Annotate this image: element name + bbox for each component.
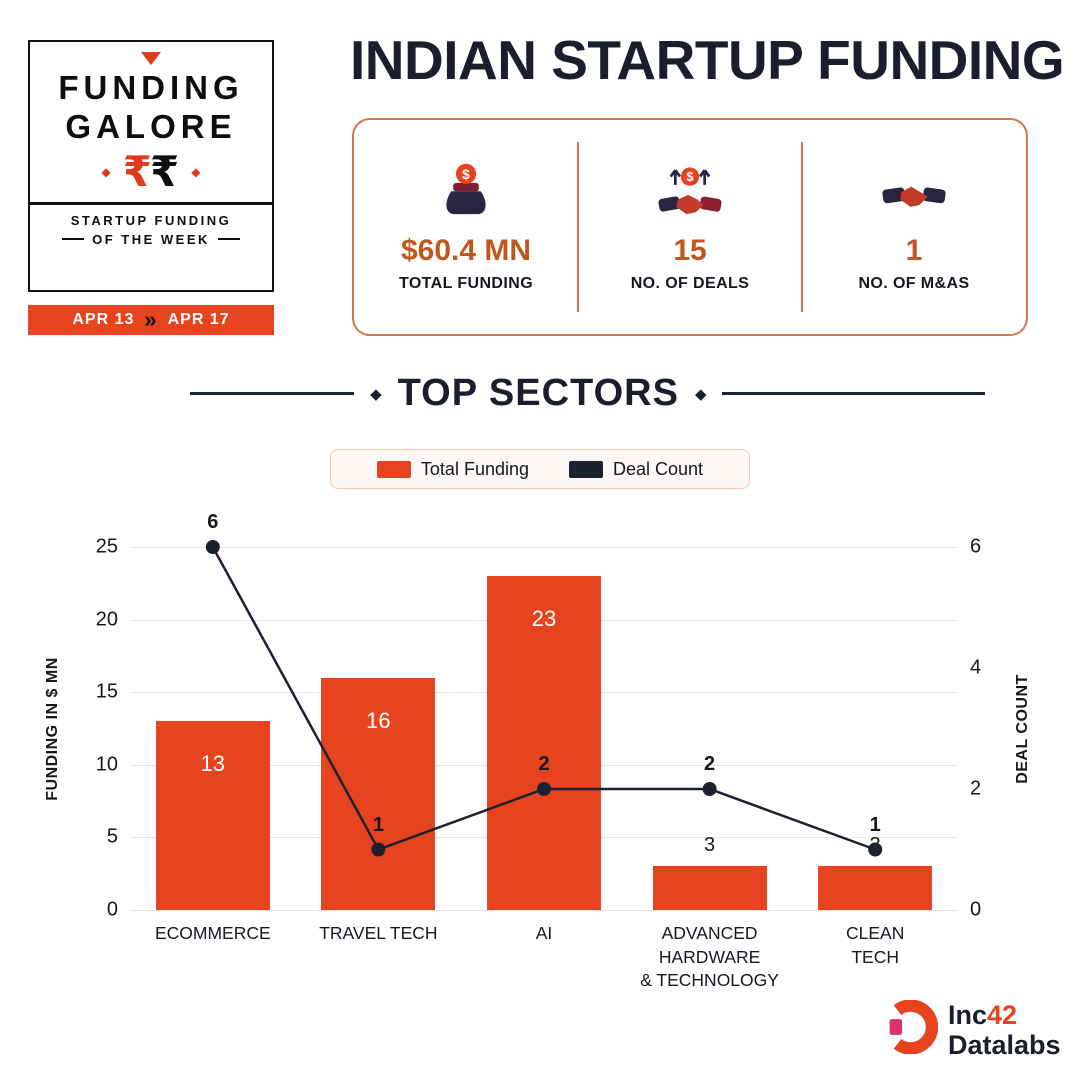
category-label: TRAVEL TECH	[319, 923, 438, 943]
date-range-banner: APR 13 » APR 17	[28, 305, 274, 335]
diamond-icon: ◆	[101, 164, 111, 179]
dash-decoration	[62, 238, 85, 241]
brand-text: Inc42 Datalabs	[948, 1000, 1061, 1060]
triangle-down-icon	[141, 52, 161, 65]
legend-swatch	[376, 460, 411, 478]
line-point-label: 2	[704, 753, 716, 775]
double-chevron-icon: »	[144, 307, 158, 332]
rupee-icon: ₹	[122, 147, 152, 195]
stat-value: $60.4 MN	[400, 234, 532, 267]
funding-bar	[818, 866, 933, 910]
page-title: INDIAN STARTUP FUNDING	[350, 29, 1065, 91]
line-point-label: 1	[869, 813, 881, 836]
brand-prefix: Inc	[948, 1000, 988, 1030]
brand-suffix: Datalabs	[948, 1030, 1061, 1061]
y-axis-tick-label: 10	[95, 753, 118, 776]
inc42-mark-icon	[889, 1000, 938, 1054]
left-tick-labels: 0 5 10 15 20 25	[78, 536, 118, 921]
bar-value-label: 16	[366, 707, 391, 733]
line-point-label: 6	[207, 511, 219, 533]
legend-swatch	[569, 460, 603, 478]
right-axis-title: DEAL COUNT	[1014, 673, 1031, 784]
gridline	[130, 547, 958, 548]
right-axis-tick-label: 0	[970, 898, 982, 921]
deal-count-line	[205, 540, 883, 857]
bar-value-label: 23	[531, 606, 557, 632]
deals-handshake-icon: $	[658, 167, 722, 215]
mna-handshake-icon	[882, 186, 946, 207]
bar-value-label: 3	[704, 834, 716, 857]
stat-label: NO. OF M&AS	[858, 275, 970, 292]
diamond-icon: ◆	[191, 164, 201, 179]
rupee-icon: ₹	[150, 147, 180, 195]
heading-line	[722, 392, 985, 395]
line-point-label: 2	[538, 753, 550, 775]
right-tick-labels: 0 2 4 6	[970, 536, 1010, 921]
y-axis-tick-label: 0	[106, 898, 118, 921]
funding-bar	[321, 677, 436, 910]
rupee-decoration: ◆ ₹ ₹ ◆	[30, 147, 272, 195]
inc42-datalabs-logo: Inc42 Datalabs	[884, 1000, 1061, 1060]
funding-bar	[652, 866, 767, 910]
date-from: APR 13	[72, 311, 135, 328]
line-point	[702, 782, 717, 796]
funding-galore-badge: FUNDING GALORE ◆ ₹ ₹ ◆ STARTUP FUNDING O…	[28, 40, 274, 292]
funding-bar	[487, 576, 601, 910]
line-point	[371, 842, 386, 857]
brand-name: Inc42	[948, 1000, 1061, 1030]
stat-value: 15	[673, 234, 707, 267]
svg-text:$: $	[686, 169, 693, 184]
line-point	[868, 842, 883, 857]
bar-value-label: 13	[200, 751, 226, 777]
category-label: CLEAN TECH	[845, 923, 905, 967]
funding-bar	[155, 721, 270, 910]
stat-mnas: 1 NO. OF M&AS	[801, 120, 1026, 334]
badge-subtitle-line2: OF THE WEEK	[92, 231, 210, 247]
brand-number: 42	[987, 1000, 1018, 1030]
badge-divider	[30, 201, 272, 205]
badge-title-line2: GALORE	[65, 107, 237, 145]
stat-deals: $ 15 NO. OF DEALS	[577, 120, 802, 334]
heading-line	[190, 392, 355, 395]
line-point	[205, 540, 220, 554]
right-axis-tick-label: 4	[970, 656, 982, 679]
legend-item: Deal Count	[569, 459, 703, 480]
money-bag-icon: $	[446, 163, 486, 215]
legend-label: Total Funding	[420, 458, 529, 479]
stat-label: TOTAL FUNDING	[398, 275, 534, 292]
badge-subtitle-row: OF THE WEEK	[30, 232, 272, 247]
y-axis-tick-label: 20	[95, 608, 118, 631]
gridline	[130, 910, 958, 911]
right-axis-tick-label: 2	[970, 777, 982, 800]
stats-card: $ $60.4 MN TOTAL FUNDING $ 15 NO. OF DEA…	[352, 118, 1028, 336]
svg-text:$: $	[462, 167, 470, 182]
category-label: ADVANCED HARDWARE & TECHNOLOGY	[640, 923, 779, 991]
legend: Total Funding Deal Count	[330, 449, 750, 489]
date-to: APR 17	[167, 311, 230, 328]
category-label: AI	[535, 923, 553, 943]
diamond-icon: ◆	[370, 385, 382, 403]
y-axis-tick-label: 5	[106, 825, 118, 848]
badge-subtitle-line1: STARTUP FUNDING	[70, 212, 232, 228]
legend-item: Total Funding	[376, 458, 529, 480]
category-label: ECOMMERCE	[154, 923, 271, 943]
plot-area: 1316233361221	[130, 511, 958, 911]
stat-value: 1	[905, 234, 923, 267]
top-sectors-heading: ◆ TOP SECTORS ◆	[190, 372, 985, 415]
line-point	[537, 782, 551, 796]
badge-title-line1: FUNDING	[58, 69, 244, 106]
stat-total-funding: $ $60.4 MN TOTAL FUNDING	[354, 120, 578, 334]
diamond-icon: ◆	[694, 385, 707, 403]
section-title: TOP SECTORS	[397, 372, 679, 414]
left-axis-title: FUNDING IN $ MN	[44, 656, 61, 801]
dash-decoration	[217, 238, 240, 241]
category-labels: ECOMMERCE TRAVEL TECH AI ADVANCED HARDWARE …	[130, 922, 958, 993]
y-axis-tick-label: 25	[95, 535, 118, 558]
stat-label: NO. OF DEALS	[630, 275, 750, 292]
legend-label: Deal Count	[613, 458, 704, 479]
y-axis-tick-label: 15	[95, 680, 118, 703]
line-point-label: 1	[372, 813, 384, 836]
right-axis-tick-label: 6	[970, 535, 982, 558]
